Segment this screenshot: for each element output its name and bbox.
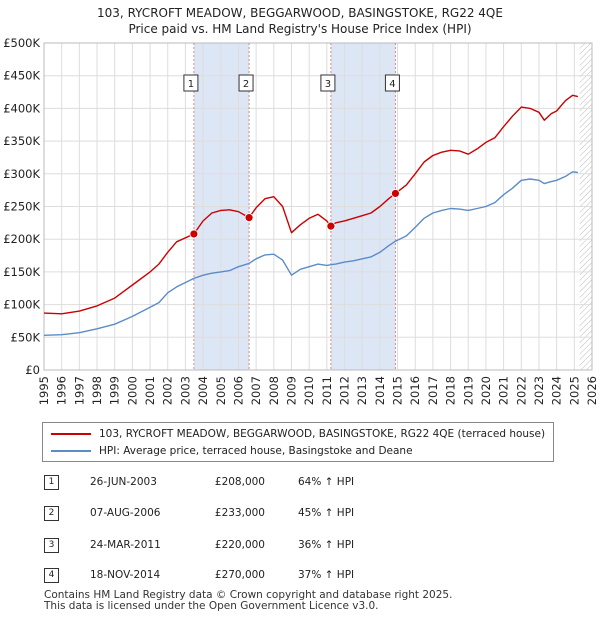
transaction-number: 3 [44, 538, 59, 553]
sale-label-box [320, 74, 336, 92]
sale-label: 1 [188, 79, 194, 90]
y-tick-label: £400K [3, 101, 40, 115]
property-price-line [43, 94, 579, 315]
transaction-date: 26-JUN-2003 [90, 476, 157, 488]
hpi-line [43, 171, 578, 336]
legend-entry-hpi: HPI: Average price, terraced house, Basi… [51, 443, 413, 459]
x-tick-label: 2007 [249, 376, 263, 405]
transaction-hpi-diff: 45% ↑ HPI [298, 507, 355, 519]
sale-label-box [183, 74, 199, 92]
x-tick-label: 2000 [125, 376, 139, 405]
transaction-hpi-diff: 37% ↑ HPI [298, 569, 355, 581]
x-tick-label: 2018 [444, 376, 458, 405]
x-tick-label: 2004 [196, 376, 210, 405]
sale-point [244, 213, 254, 223]
footer-line-1: Contains HM Land Registry data © Crown c… [44, 589, 453, 601]
chart-subtitle: Price paid vs. HM Land Registry's House … [128, 22, 472, 36]
sale-label: 3 [325, 79, 331, 90]
legend-label-property: 103, RYCROFT MEADOW, BEGGARWOOD, BASINGS… [99, 428, 546, 440]
x-tick-label: 2023 [532, 376, 546, 405]
x-tick-label: 2008 [267, 376, 281, 405]
sale-point [189, 229, 199, 239]
transaction-price: £233,000 [214, 507, 265, 519]
y-tick-label: £300K [3, 167, 40, 181]
legend-swatch-hpi [51, 450, 91, 452]
plot-border [43, 42, 593, 371]
sale-label: 4 [389, 79, 395, 90]
x-tick-label: 2015 [391, 376, 405, 405]
legend: 103, RYCROFT MEADOW, BEGGARWOOD, BASINGS… [42, 422, 554, 462]
x-tick-label: 2022 [514, 376, 528, 405]
legend-entry-property: 103, RYCROFT MEADOW, BEGGARWOOD, BASINGS… [51, 426, 545, 442]
transaction-number: 4 [44, 568, 59, 583]
x-tick-label: 2024 [550, 376, 564, 405]
x-tick-label: 1998 [90, 376, 104, 405]
y-tick-label: £200K [3, 232, 40, 246]
transaction-hpi-diff: 36% ↑ HPI [298, 539, 355, 551]
x-tick-label: 2017 [426, 376, 440, 405]
sale-point [391, 189, 400, 198]
chart-title: 103, RYCROFT MEADOW, BEGGARWOOD, BASINGS… [97, 6, 503, 20]
y-tick-label: £100K [3, 298, 40, 312]
x-tick-label: 1997 [72, 376, 86, 405]
legend-label-hpi: HPI: Average price, terraced house, Basi… [99, 445, 413, 457]
y-tick-label: £500K [3, 36, 40, 50]
x-tick-label: 2014 [373, 376, 387, 405]
x-tick-label: 2013 [355, 376, 369, 405]
sale-label-box [384, 74, 400, 92]
x-tick-label: 2016 [408, 376, 422, 405]
x-tick-label: 1999 [108, 376, 122, 405]
x-tick-label: 2001 [143, 376, 157, 405]
x-tick-label: 2005 [214, 376, 228, 405]
price-chart: £0 £50K £100K £150K £200K £250K £300K £350K £400… [3, 36, 599, 405]
y-tick-label: £0 [25, 363, 40, 377]
x-tick-label: 2002 [161, 376, 175, 405]
sale-label: 2 [243, 79, 249, 90]
footer-copyright: Contains HM Land Registry data © Crown c… [44, 590, 452, 612]
transaction-hpi-diff: 64% ↑ HPI [298, 476, 355, 488]
x-tick-label: 2020 [479, 376, 493, 405]
x-tick-label: 2010 [302, 376, 316, 405]
x-tick-label: 2025 [567, 376, 581, 405]
transaction-date: 18-NOV-2014 [90, 569, 161, 581]
x-tick-label: 2019 [461, 376, 475, 405]
x-tick-label: 2021 [497, 376, 511, 405]
transaction-price: £220,000 [214, 539, 265, 551]
y-tick-label: £250K [3, 200, 40, 214]
y-tick-label: £150K [3, 265, 40, 279]
sale-point [326, 221, 336, 231]
x-tick-label: 1996 [55, 376, 69, 405]
transaction-number: 2 [44, 506, 59, 521]
transaction-date: 07-AUG-2006 [90, 507, 161, 519]
transaction-price: £208,000 [214, 476, 265, 488]
x-tick-label: 2009 [284, 376, 298, 405]
y-tick-label: £350K [3, 134, 40, 148]
x-tick-label: 2026 [585, 376, 599, 405]
transaction-date: 24-MAR-2011 [90, 539, 161, 551]
x-tick-label: 2006 [231, 376, 245, 405]
footer-line-2: This data is licensed under the Open Gov… [44, 600, 379, 612]
y-tick-label: £450K [3, 69, 40, 83]
x-tick-label: 2012 [338, 376, 352, 405]
transaction-number: 1 [44, 475, 59, 490]
x-tick-label: 1995 [37, 376, 51, 405]
x-tick-label: 2003 [178, 376, 192, 405]
transaction-price: £270,000 [214, 569, 265, 581]
x-tick-label: 2011 [320, 376, 334, 405]
y-tick-label: £50K [11, 330, 41, 344]
legend-swatch-property [51, 433, 91, 435]
sale-label-box [238, 74, 254, 92]
